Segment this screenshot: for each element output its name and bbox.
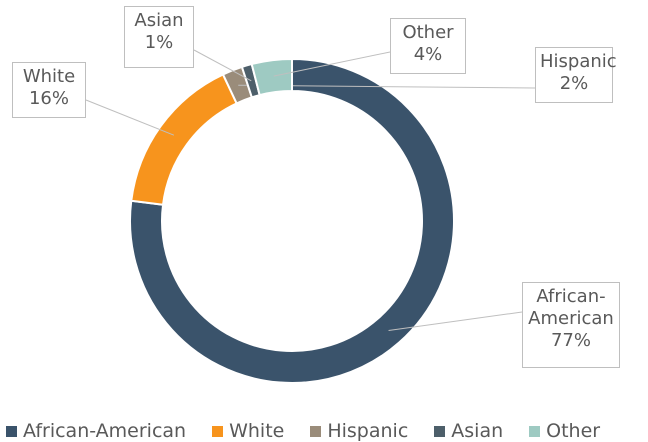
legend-label: Other <box>546 420 601 442</box>
legend-label: African-American <box>23 420 187 442</box>
label-category: Other <box>402 22 454 43</box>
legend-item: Other <box>529 420 600 442</box>
legend: African-American White Hispanic Asian Other <box>6 420 648 442</box>
data-label: Asian 1% <box>124 6 194 68</box>
legend-label: Hispanic <box>327 420 409 442</box>
label-value: 4% <box>413 44 443 65</box>
data-label: African-American 77% <box>522 282 620 368</box>
legend-item: African-American <box>6 420 186 442</box>
leader-line <box>85 99 175 136</box>
legend-swatch <box>310 425 322 437</box>
legend-swatch <box>6 425 17 437</box>
legend-swatch <box>212 425 224 437</box>
label-category: African-American <box>528 286 614 329</box>
data-label: White 16% <box>12 62 86 118</box>
donut-slice <box>129 57 455 384</box>
legend-item: White <box>212 420 284 442</box>
leader-line <box>388 311 523 332</box>
label-category: Hispanic <box>540 51 617 72</box>
legend-label: Asian <box>451 420 504 442</box>
legend-item: Hispanic <box>310 420 408 442</box>
leader-line <box>193 49 252 82</box>
label-category: Asian <box>134 10 184 31</box>
donut-slice <box>250 57 293 97</box>
data-label: Hispanic 2% <box>535 47 617 103</box>
legend-swatch <box>434 425 446 437</box>
legend-label: White <box>229 420 285 442</box>
label-value: 77% <box>550 330 591 351</box>
legend-item: Asian <box>434 420 503 442</box>
label-category: White <box>22 66 76 87</box>
leader-line <box>273 51 391 77</box>
label-value: 16% <box>28 88 69 109</box>
data-label: Other 4% <box>390 18 466 74</box>
donut-slice <box>130 73 238 206</box>
legend-swatch <box>529 425 541 437</box>
label-value: 1% <box>144 32 174 53</box>
label-value: 2% <box>559 73 589 94</box>
